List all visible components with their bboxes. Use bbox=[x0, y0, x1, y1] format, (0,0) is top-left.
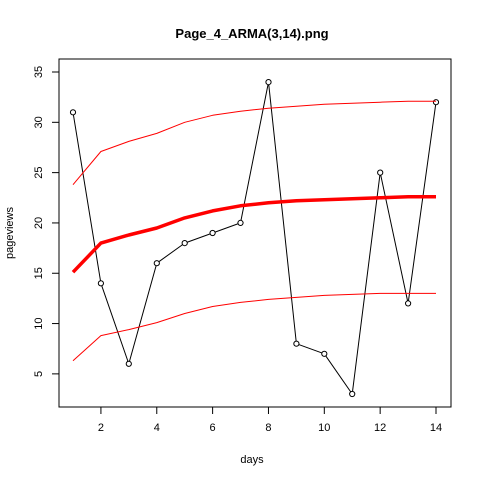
data-point bbox=[349, 390, 356, 398]
x-tick-label: 12 bbox=[374, 422, 386, 434]
x-tick-label: 6 bbox=[210, 422, 216, 434]
y-tick-label: 35 bbox=[33, 66, 45, 78]
data-point bbox=[181, 240, 188, 247]
series-line-forecast bbox=[71, 195, 436, 274]
x-tick-label: 8 bbox=[265, 422, 271, 434]
data-point bbox=[377, 169, 384, 176]
data-point bbox=[209, 229, 216, 237]
data-point bbox=[265, 79, 272, 86]
x-tick-label: 10 bbox=[318, 422, 330, 434]
chart-title: Page_4_ARMA(3,14).png bbox=[175, 26, 328, 41]
data-point bbox=[153, 260, 160, 267]
x-tick-label: 14 bbox=[430, 422, 442, 434]
y-axis-label: pageviews bbox=[4, 207, 16, 259]
data-point bbox=[97, 280, 105, 287]
y-tick-label: 30 bbox=[33, 116, 45, 128]
x-axis-label: days bbox=[240, 454, 264, 466]
data-point bbox=[69, 109, 77, 116]
x-ticks: 2 4 6 8 10 12 14 bbox=[98, 407, 442, 434]
x-tick-label: 2 bbox=[98, 422, 104, 434]
data-point bbox=[405, 300, 412, 307]
y-tick-label: 20 bbox=[33, 217, 45, 229]
data-point bbox=[125, 360, 132, 367]
data-point bbox=[293, 340, 300, 347]
series-layer bbox=[69, 79, 440, 398]
series-line-points-and-line bbox=[72, 81, 437, 395]
data-point bbox=[321, 350, 328, 357]
y-tick-label: 10 bbox=[33, 317, 45, 329]
data-point bbox=[237, 219, 244, 226]
y-tick-label: 25 bbox=[33, 167, 45, 179]
y-tick-label: 5 bbox=[33, 371, 45, 377]
y-tick-label: 15 bbox=[33, 267, 45, 279]
x-tick-label: 4 bbox=[154, 422, 160, 434]
data-point bbox=[432, 99, 440, 106]
series-line-lower-bound bbox=[72, 292, 436, 362]
series-line-upper-bound bbox=[72, 100, 436, 186]
y-ticks: 5 10 15 20 25 30 35 bbox=[33, 66, 59, 377]
